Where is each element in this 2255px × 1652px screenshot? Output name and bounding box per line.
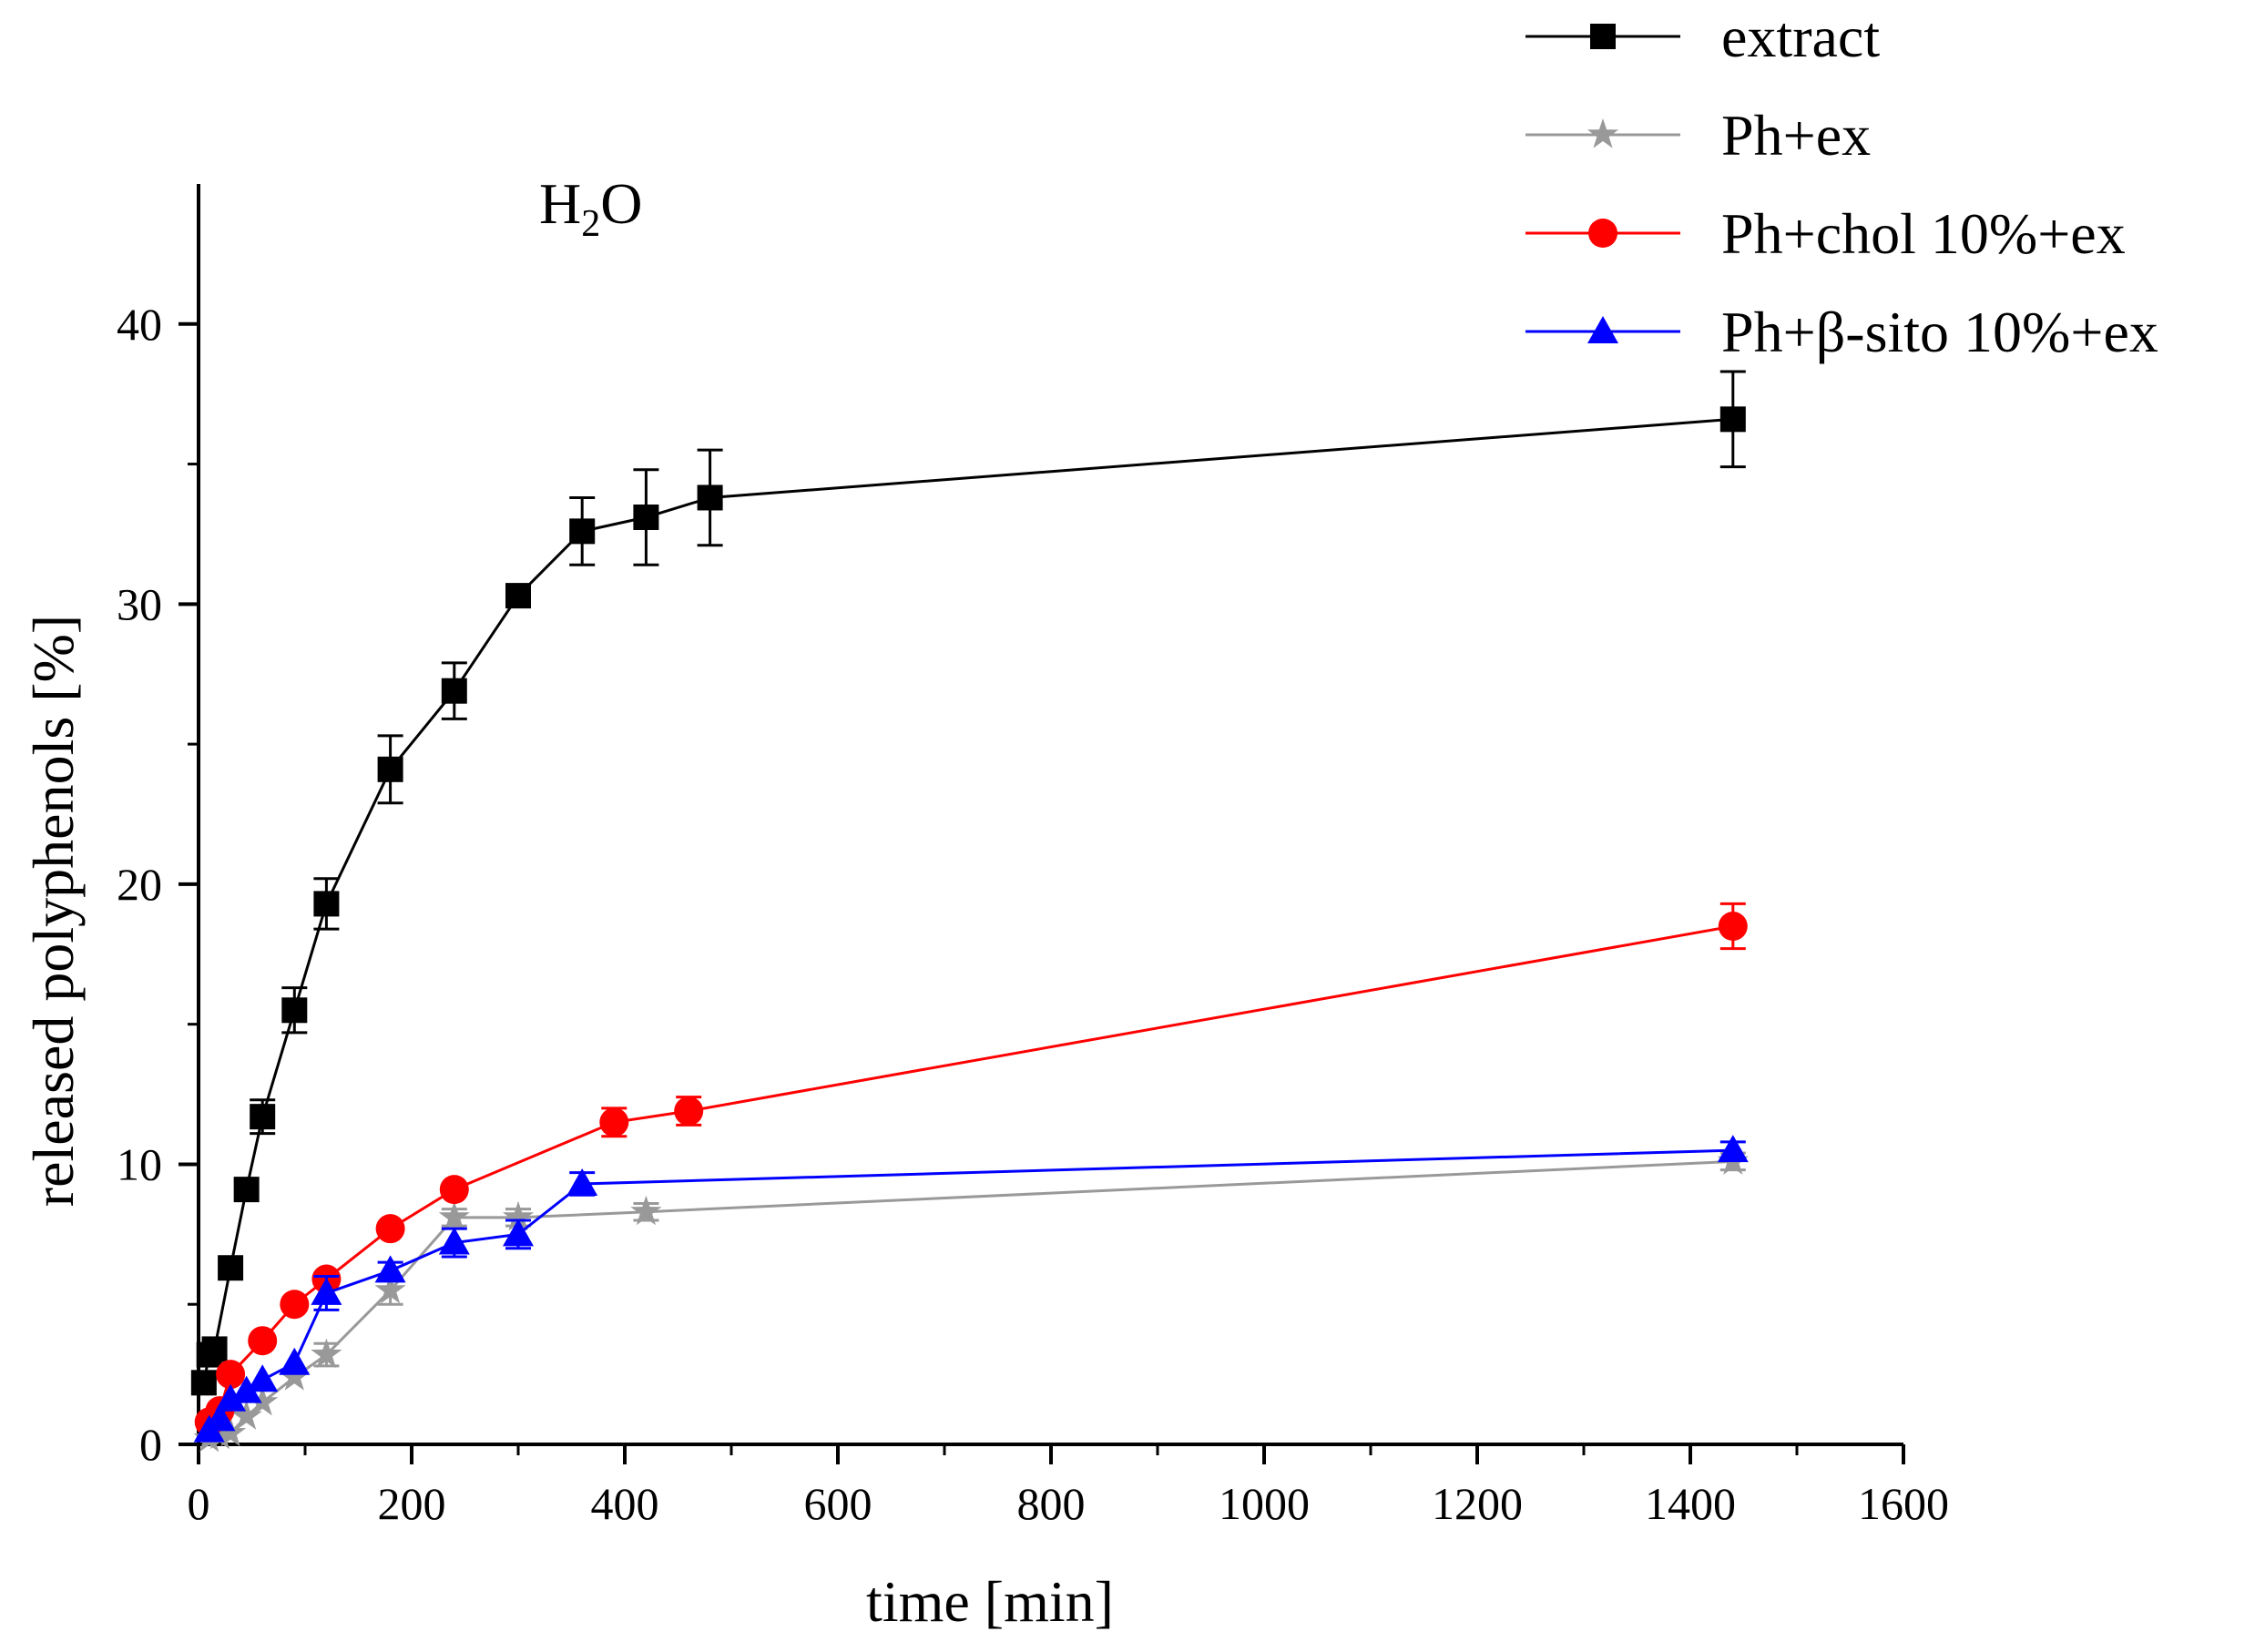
data-point xyxy=(247,1385,279,1416)
legend-marker xyxy=(1590,24,1616,49)
data-point xyxy=(502,1200,535,1231)
data-point xyxy=(375,1214,405,1244)
data-point xyxy=(230,1400,262,1430)
data-point xyxy=(374,1255,406,1283)
annotation-main: H xyxy=(539,171,581,236)
series-3 xyxy=(193,1135,1749,1443)
data-point xyxy=(441,678,467,704)
data-point xyxy=(311,1338,342,1369)
x-tick-label: 1200 xyxy=(1432,1478,1523,1529)
series-0 xyxy=(190,370,1746,1396)
annotation-subscript: 2 xyxy=(581,203,600,245)
series-line xyxy=(209,1159,1733,1441)
x-tick-label: 1400 xyxy=(1645,1478,1736,1529)
legend-marker xyxy=(1587,118,1619,148)
series-1 xyxy=(193,1145,1749,1453)
legend: extract Ph+ex Ph+chol 10%+ex Ph+β-sito 10%+… xyxy=(1525,5,2158,364)
legend-marker xyxy=(1588,219,1617,248)
y-axis-title: released polyphenols [%] xyxy=(21,615,86,1207)
data-point xyxy=(279,1347,311,1375)
data-point xyxy=(279,1361,311,1391)
legend-entry: Ph+chol 10%+ex xyxy=(1525,201,2126,266)
data-point xyxy=(247,1364,279,1392)
series-line xyxy=(202,417,1733,1383)
data-point xyxy=(374,1273,406,1304)
legend-marker xyxy=(1587,316,1618,343)
legend-entry: extract xyxy=(1525,5,1880,69)
data-point xyxy=(313,891,340,917)
x-axis-title: time [min] xyxy=(866,1569,1114,1634)
data-point xyxy=(377,756,403,782)
data-point xyxy=(566,1168,598,1196)
y-tick-label: 30 xyxy=(117,578,162,629)
data-point xyxy=(439,1175,469,1205)
x-tick-label: 800 xyxy=(1017,1478,1086,1529)
tick-marks xyxy=(179,321,1905,1464)
annotation-h2o: H2O xyxy=(539,171,642,245)
data-point xyxy=(1718,912,1748,942)
legend-label: extract xyxy=(1721,5,1880,69)
data-point xyxy=(218,1255,244,1281)
data-point xyxy=(1719,406,1746,433)
y-tick-label: 40 xyxy=(117,299,162,350)
y-tick-label: 10 xyxy=(117,1138,162,1189)
x-tick-label: 400 xyxy=(591,1478,659,1529)
data-point xyxy=(438,1227,470,1255)
y-tick-label: 0 xyxy=(139,1419,162,1470)
series-line xyxy=(208,924,1734,1423)
data-point xyxy=(215,1383,247,1412)
data-point xyxy=(204,1403,236,1432)
data-point xyxy=(201,1336,228,1362)
tick-labels: 0 200 400 600 800 1000 1200 1400 1600 0 10 20 30 40 xyxy=(117,299,1949,1529)
data-point xyxy=(250,1104,276,1130)
series-line xyxy=(208,1148,1733,1432)
data-point xyxy=(505,583,531,609)
series-layer xyxy=(190,370,1749,1453)
data-point xyxy=(438,1200,470,1231)
legend-entry: Ph+β-sito 10%+ex xyxy=(1525,300,2158,364)
data-point xyxy=(216,1360,246,1390)
x-tick-label: 200 xyxy=(378,1478,446,1529)
data-point xyxy=(697,484,723,511)
y-tick-label: 20 xyxy=(117,859,162,910)
legend-label: Ph+β-sito 10%+ex xyxy=(1721,300,2158,364)
data-point xyxy=(311,1277,342,1305)
annotation-tail: O xyxy=(600,171,642,236)
x-tick-label: 1000 xyxy=(1219,1478,1310,1529)
legend-label: Ph+chol 10%+ex xyxy=(1721,201,2126,266)
data-point xyxy=(248,1326,278,1356)
data-point xyxy=(230,1375,262,1403)
x-tick-label: 0 xyxy=(188,1478,210,1529)
x-tick-label: 600 xyxy=(804,1478,872,1529)
legend-entry: Ph+ex xyxy=(1525,103,1871,168)
data-point xyxy=(633,504,659,530)
data-point xyxy=(674,1096,704,1127)
data-point xyxy=(215,1416,247,1447)
data-point xyxy=(233,1177,260,1203)
data-point xyxy=(190,1370,217,1396)
data-point xyxy=(503,1219,534,1247)
data-point xyxy=(281,997,308,1024)
data-point xyxy=(599,1107,629,1137)
data-point xyxy=(569,518,596,545)
x-tick-label: 1600 xyxy=(1858,1478,1949,1529)
data-point xyxy=(630,1195,662,1226)
data-point xyxy=(1717,1135,1749,1163)
series-2 xyxy=(194,902,1748,1437)
data-point xyxy=(280,1290,310,1320)
legend-label: Ph+ex xyxy=(1721,103,1871,168)
